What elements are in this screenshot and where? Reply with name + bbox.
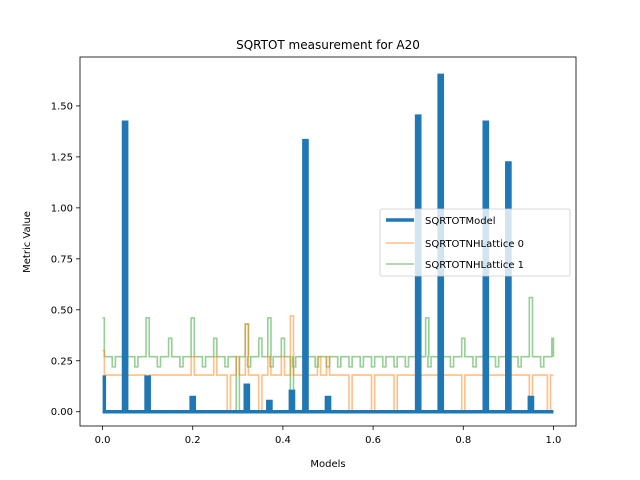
y-tick-label: 1.00 — [51, 203, 73, 214]
legend-label-sqrtotmodel: SQRTOTModel — [425, 216, 496, 227]
x-tick-label: 0.4 — [275, 435, 291, 446]
y-tick-label: 0.75 — [51, 254, 73, 265]
x-tick-label: 1.0 — [546, 435, 562, 446]
y-tick-label: 1.25 — [51, 152, 73, 163]
legend: SQRTOTModel SQRTOTNHLattice 0 SQRTOTNHLa… — [379, 208, 571, 277]
y-tick-label: 0.25 — [51, 356, 73, 367]
x-tick-label: 0.2 — [185, 435, 201, 446]
x-tick-label: 0.0 — [95, 435, 111, 446]
plot-frame — [79, 56, 577, 427]
legend-box — [379, 208, 571, 277]
y-axis-label: Metric Value — [22, 211, 33, 273]
x-axis: 0.0 0.2 0.4 0.6 0.8 1.0 — [95, 426, 562, 446]
chart-title: SQRTOT measurement for A20 — [236, 38, 420, 52]
series-line-sqrtotmodel — [102, 73, 554, 414]
x-tick-label: 0.8 — [455, 435, 471, 446]
y-tick-label: 0.00 — [51, 407, 73, 418]
y-axis: 0.00 0.25 0.50 0.75 1.00 1.25 1.50 — [51, 101, 80, 418]
y-tick-label: 1.50 — [51, 101, 73, 112]
series-layer — [102, 73, 555, 414]
series-line-sqrtotnhlattice-1 — [102, 296, 555, 413]
legend-label-lattice-0: SQRTOTNHLattice 0 — [425, 239, 524, 250]
legend-label-lattice-1: SQRTOTNHLattice 1 — [425, 260, 524, 271]
x-tick-label: 0.6 — [365, 435, 381, 446]
y-tick-label: 0.50 — [51, 305, 73, 316]
x-axis-label: Models — [310, 459, 345, 470]
